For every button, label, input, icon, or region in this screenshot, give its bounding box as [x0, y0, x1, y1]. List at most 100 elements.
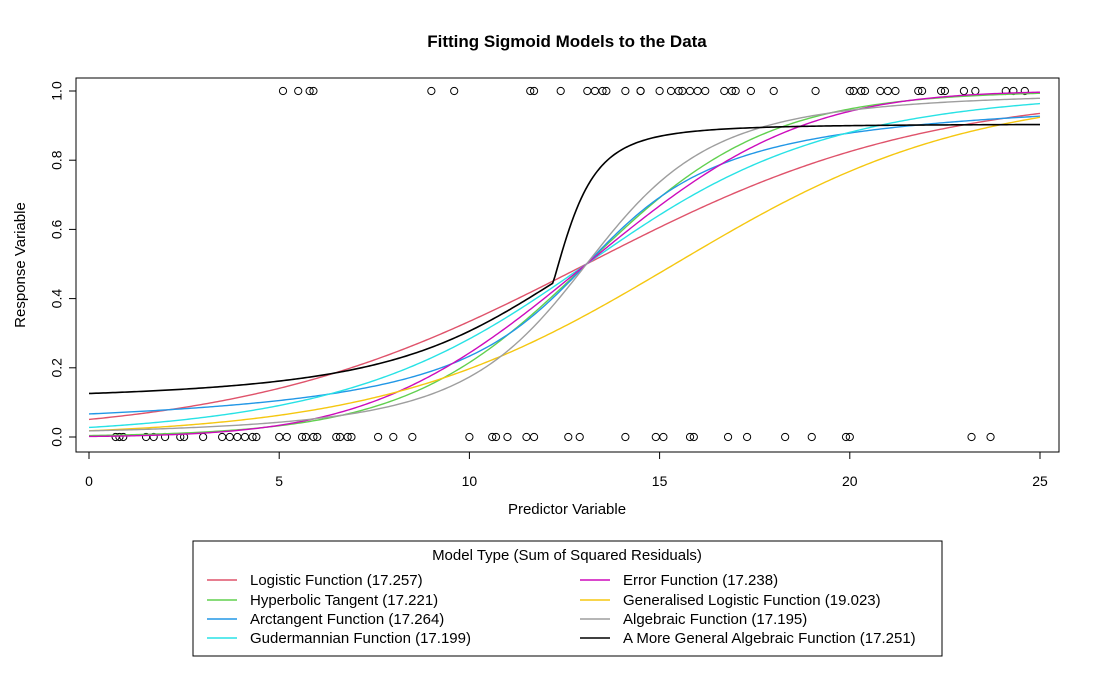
model-curves: [88, 91, 1041, 438]
legend-label: A More General Algebraic Function (17.25…: [623, 630, 916, 647]
data-point: [860, 86, 870, 96]
data-point: [720, 86, 729, 96]
x-tick-label: 20: [842, 473, 858, 489]
data-point: [685, 86, 695, 96]
data-point: [491, 432, 501, 442]
data-point: [914, 86, 923, 96]
data-point: [841, 432, 851, 442]
data-point: [248, 432, 257, 442]
data-point: [891, 86, 900, 96]
y-axis-label: Response Variable: [12, 202, 29, 328]
legend-label: Algebraic Function (17.195): [623, 611, 807, 628]
data-point: [199, 432, 208, 442]
data-point: [959, 86, 969, 96]
legend-label: Logistic Function (17.257): [250, 572, 423, 589]
data-point: [450, 86, 459, 96]
legend-label: Arctangent Function (17.264): [250, 611, 444, 628]
data-point: [845, 432, 854, 442]
data-point: [693, 86, 702, 96]
data-point: [940, 86, 950, 96]
data-point: [602, 86, 611, 96]
data-point: [845, 86, 854, 96]
data-point: [971, 86, 980, 96]
data-point: [917, 86, 927, 96]
x-axis-label: Predictor Variable: [508, 501, 626, 518]
data-point: [621, 432, 630, 442]
data-point: [986, 432, 995, 442]
legend-box: [192, 540, 943, 657]
series-line: [88, 102, 1041, 429]
series-line: [88, 92, 1041, 437]
data-point: [529, 432, 539, 442]
y-tick-label: 1.0: [49, 81, 65, 101]
data-point: [218, 432, 227, 442]
data-point: [115, 432, 124, 442]
data-point: [781, 432, 790, 442]
data-point: [598, 86, 607, 96]
legend-label: Hyperbolic Tangent (17.221): [250, 592, 438, 609]
data-point: [651, 432, 660, 442]
data-point: [689, 432, 698, 442]
data-point: [666, 86, 676, 96]
data-point: [575, 432, 584, 442]
data-point: [636, 86, 645, 96]
data-point: [556, 86, 565, 96]
x-tick-label: 5: [275, 473, 283, 489]
legend: Model Type (Sum of Squared Residuals) Lo…: [192, 540, 943, 657]
data-point: [674, 86, 683, 96]
data-point: [564, 432, 573, 442]
data-point: [119, 432, 128, 442]
data-point: [389, 432, 398, 442]
y-axis: 0.0 0.2 0.4 0.6 0.8 1.0: [49, 81, 77, 447]
data-point: [590, 86, 600, 96]
series-line: [88, 123, 1040, 395]
data-point: [275, 432, 284, 442]
y-tick-label: 0.6: [49, 219, 65, 239]
chart-title: Fitting Sigmoid Models to the Data: [427, 32, 707, 51]
data-point: [876, 86, 885, 96]
data-point: [332, 432, 341, 442]
y-tick-label: 0.0: [49, 427, 65, 447]
data-point: [723, 432, 733, 442]
data-point: [967, 432, 976, 442]
data-point: [488, 432, 497, 442]
data-point: [294, 86, 303, 96]
data-point: [701, 86, 710, 96]
x-axis: 0 5 10 15 20 25: [85, 451, 1048, 489]
legend-title: Model Type (Sum of Squared Residuals): [432, 547, 702, 564]
y-tick-label: 0.2: [49, 358, 65, 378]
data-point: [305, 86, 314, 96]
x-tick-label: 15: [652, 473, 668, 489]
data-point: [655, 86, 664, 96]
data-point: [529, 86, 539, 96]
x-tick-label: 25: [1032, 473, 1048, 489]
legend-label: Generalised Logistic Function (19.023): [623, 592, 881, 609]
data-point: [883, 86, 892, 96]
x-tick-label: 10: [462, 473, 478, 489]
data-point: [408, 432, 417, 442]
x-tick-label: 0: [85, 473, 93, 489]
data-point: [374, 432, 383, 442]
data-point: [343, 432, 352, 442]
data-point: [1020, 86, 1029, 96]
data-point: [465, 432, 474, 442]
data-point: [659, 432, 668, 442]
data-point: [731, 86, 740, 96]
data-point: [807, 432, 816, 442]
series-line: [88, 116, 1041, 432]
legend-label: Error Function (17.238): [623, 572, 778, 589]
data-point: [309, 432, 318, 442]
plot-area: [75, 77, 1060, 453]
data-point: [526, 86, 535, 96]
series-line: [88, 97, 1041, 432]
data-point: [427, 86, 436, 96]
data-point: [685, 432, 695, 442]
series-line: [88, 112, 1041, 421]
series-line: [88, 91, 1041, 438]
data-point: [522, 432, 531, 442]
data-point: [252, 432, 261, 442]
data-points: [111, 86, 1029, 442]
data-point: [149, 432, 158, 442]
data-point: [936, 86, 946, 96]
